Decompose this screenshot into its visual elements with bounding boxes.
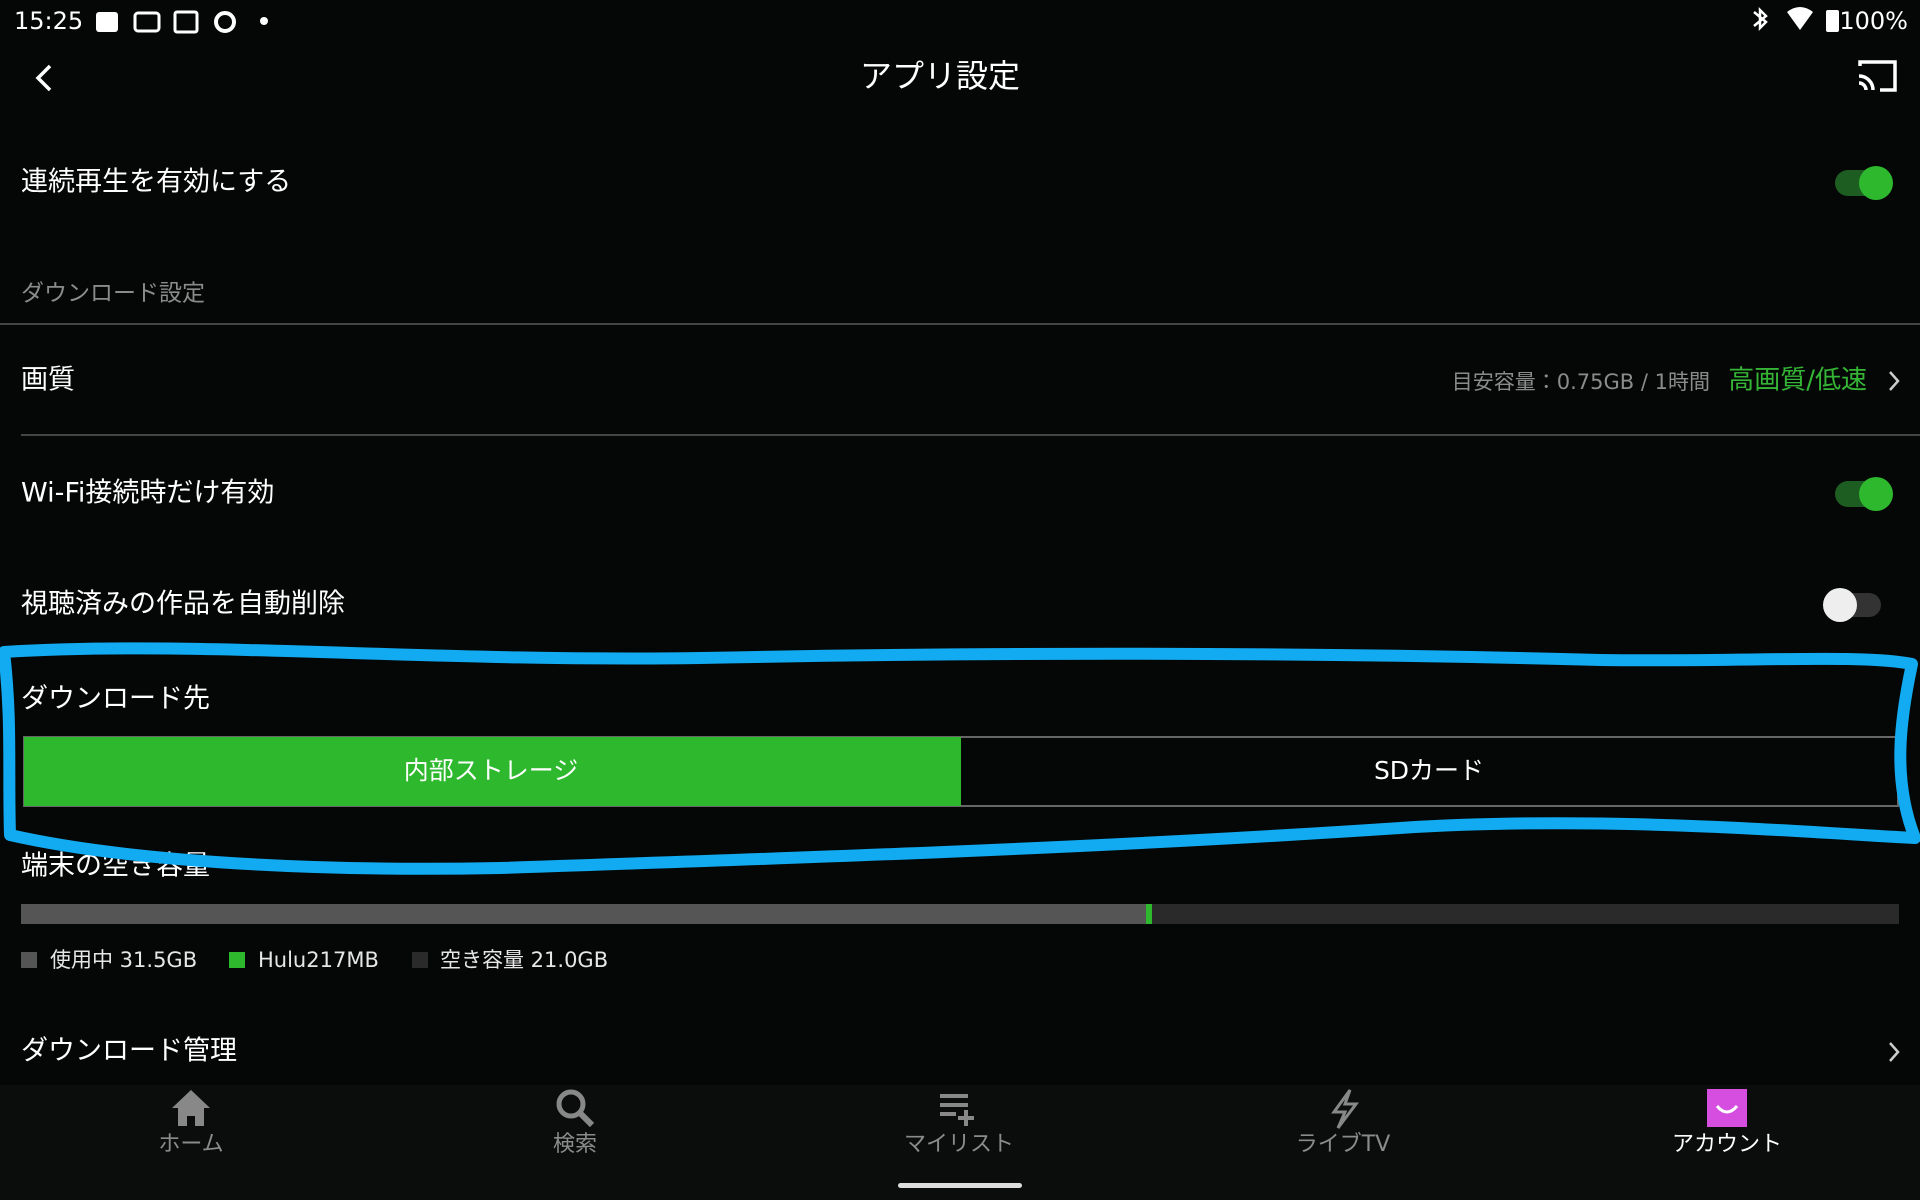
- legend-swatch: [21, 952, 37, 968]
- storage-bar: [21, 904, 1899, 924]
- segment-selected[interactable]: [24, 737, 961, 806]
- quality-value[interactable]: 高画質/低速: [1728, 366, 1867, 396]
- toggle-on[interactable]: [1835, 166, 1893, 200]
- setting-label: 画質: [21, 365, 75, 396]
- gesture-bar: [898, 1183, 1022, 1188]
- setting-label: 視聴済みの作品を自動削除: [21, 589, 345, 620]
- segment-label: 内部ストレージ: [404, 756, 579, 785]
- toggle-on[interactable]: [1835, 477, 1893, 511]
- legend-label: Hulu217MB: [258, 948, 379, 972]
- setting-label: Wi-Fi接続時だけ有効: [21, 478, 274, 509]
- legend-swatch: [229, 952, 245, 968]
- battery-level: 100%: [1839, 7, 1908, 35]
- nav-item[interactable]: 検索: [553, 1089, 597, 1157]
- header-title: アプリ設定: [860, 57, 1020, 95]
- section-header: ダウンロード設定: [21, 281, 205, 307]
- highlight-annotation: [0, 642, 1920, 875]
- legend-label: 使用中 31.5GB: [50, 948, 197, 972]
- cast-button[interactable]: [1858, 60, 1897, 92]
- nav-label: 検索: [553, 1132, 597, 1157]
- status-icons: [96, 6, 1839, 34]
- clock: 15:25: [14, 7, 83, 35]
- chevron: [1889, 1042, 1900, 1062]
- nav-label: ライブTV: [1296, 1132, 1391, 1157]
- chevron: [1889, 371, 1900, 391]
- nav-item[interactable]: ホーム: [158, 1090, 224, 1157]
- nav-item[interactable]: マイリスト: [904, 1094, 1014, 1157]
- quality-estimate: 目安容量：0.75GB / 1時間: [1452, 370, 1710, 394]
- toggle-off[interactable]: [1823, 588, 1881, 622]
- nav-item[interactable]: ライブTV: [1296, 1089, 1391, 1157]
- legend-label: 空き容量 21.0GB: [440, 948, 608, 972]
- legend-swatch: [412, 952, 428, 968]
- nav-label: ホーム: [158, 1132, 223, 1157]
- divider: [21, 434, 1920, 436]
- divider: [0, 323, 1920, 325]
- segment-label: SDカード: [1374, 756, 1484, 785]
- nav-item[interactable]: アカウント: [1672, 1089, 1782, 1157]
- back-button[interactable]: [35, 64, 52, 92]
- setting-label[interactable]: ダウンロード管理: [21, 1036, 237, 1067]
- setting-label: ダウンロード先: [21, 684, 210, 715]
- nav-label: アカウント: [1672, 1132, 1782, 1157]
- nav-label: マイリスト: [904, 1132, 1014, 1157]
- setting-label: 連続再生を有効にする: [21, 167, 291, 198]
